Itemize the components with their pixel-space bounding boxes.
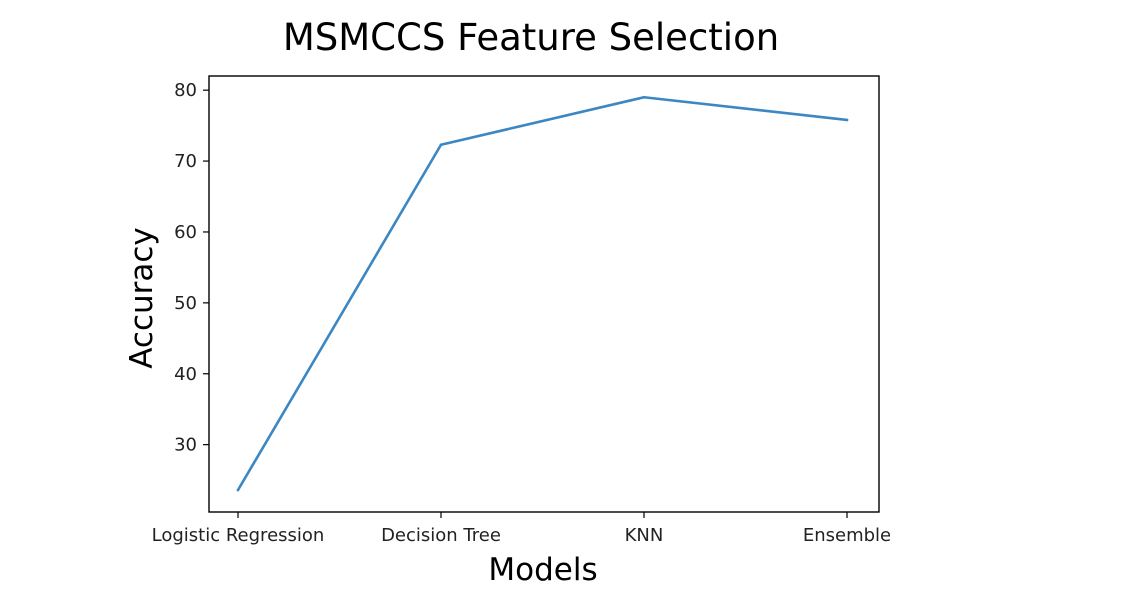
data-point bbox=[236, 488, 240, 492]
y-tick-label: 50 bbox=[174, 293, 197, 314]
y-tick-label: 80 bbox=[174, 80, 197, 101]
data-point bbox=[439, 143, 443, 147]
x-tick-label: Ensemble bbox=[803, 525, 891, 546]
y-axis: 30 40 50 60 70 80 bbox=[174, 80, 209, 456]
series-layer bbox=[236, 95, 849, 492]
y-tick-label: 60 bbox=[174, 222, 197, 243]
x-tick-label: KNN bbox=[625, 525, 664, 546]
plot-area: 30 40 50 60 70 80 Logistic Regression Decision… bbox=[152, 75, 891, 546]
plot-frame bbox=[208, 75, 880, 513]
data-point bbox=[642, 95, 646, 99]
data-point bbox=[845, 118, 849, 122]
y-axis-label: Accuracy bbox=[124, 227, 160, 369]
y-tick-label: 40 bbox=[174, 364, 197, 385]
x-axis: Logistic Regression Decision Tree KNN Ensem… bbox=[152, 512, 891, 546]
x-tick-label: Decision Tree bbox=[381, 525, 501, 546]
chart-title: MSMCCS Feature Selection bbox=[283, 16, 779, 59]
y-tick-label: 30 bbox=[174, 435, 197, 456]
y-tick-label: 70 bbox=[174, 151, 197, 172]
x-tick-label: Logistic Regression bbox=[152, 525, 325, 546]
x-axis-label: Models bbox=[488, 552, 597, 588]
series-line bbox=[236, 95, 849, 492]
